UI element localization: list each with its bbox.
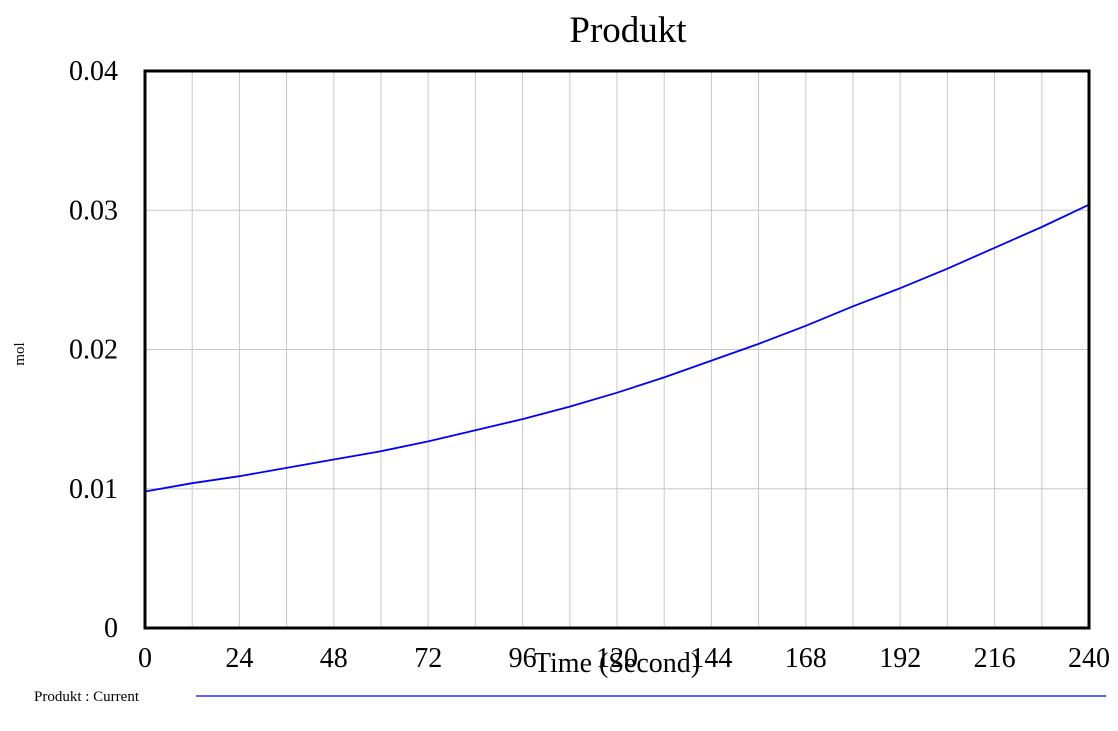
series-point	[522, 418, 524, 420]
tick-layer: 0 24 48 72 96 120 144 168 192 216 240 0 0.01 0.02 0.03…	[69, 56, 1110, 674]
series-point	[238, 475, 240, 477]
grid-layer	[145, 71, 1089, 628]
y-tick-label: 0	[104, 613, 118, 644]
series-point	[805, 325, 807, 327]
series-point	[333, 458, 335, 461]
series-point	[852, 305, 854, 307]
x-tick-label: 240	[1068, 643, 1110, 674]
x-tick-label: 144	[690, 643, 732, 674]
chart-title: Produkt	[569, 10, 687, 51]
series-point	[616, 392, 618, 394]
x-tick-label: 0	[138, 643, 152, 674]
series-point	[474, 429, 476, 431]
x-tick-label: 24	[225, 643, 253, 674]
series-point	[710, 360, 713, 362]
legend: Produkt : Current	[34, 689, 1106, 705]
x-tick-label: 96	[509, 643, 537, 674]
x-tick-label: 48	[320, 643, 348, 674]
x-tick-label: 120	[596, 643, 638, 674]
series-point	[380, 450, 382, 452]
series-point	[994, 247, 996, 249]
plot-frame	[143, 69, 1091, 630]
series-point	[899, 287, 901, 289]
y-tick-label: 0.03	[69, 195, 118, 226]
y-tick-label: 0.04	[69, 56, 118, 87]
x-tick-label: 72	[414, 643, 442, 674]
y-tick-label: 0.02	[69, 335, 118, 366]
series-point	[946, 268, 949, 270]
y-axis-label: mol	[12, 342, 28, 365]
series-point	[569, 405, 571, 408]
x-tick-label: 168	[785, 643, 827, 674]
x-axis-label: Time (Second)	[534, 648, 700, 679]
y-tick-label: 0.01	[69, 474, 118, 505]
legend-series-label: Produkt : Current	[34, 689, 140, 705]
series-point	[758, 343, 760, 345]
x-tick-label: 192	[879, 643, 921, 674]
series-point	[191, 482, 193, 484]
series-point	[663, 376, 665, 378]
x-tick-label: 216	[974, 643, 1016, 674]
series-point	[1041, 226, 1043, 228]
series-point	[427, 440, 429, 443]
series-point	[286, 467, 288, 469]
